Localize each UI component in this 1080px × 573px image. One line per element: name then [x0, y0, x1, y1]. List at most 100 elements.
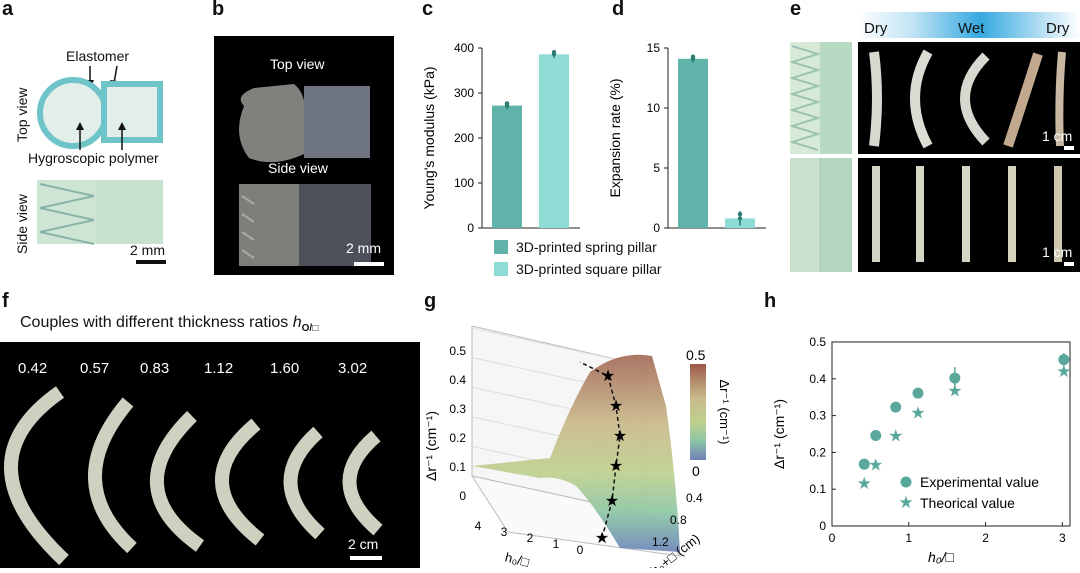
- ratio-label-3: 0.83: [140, 360, 170, 377]
- scale-label-a: 2 mm: [130, 242, 165, 258]
- legend-marker-experimental: [900, 476, 912, 488]
- scale-bar-b: [354, 262, 384, 266]
- star-marker: ★: [613, 428, 627, 445]
- y-axis-label: Young's modulus (kPa): [421, 66, 437, 209]
- ratio-label-2: 0.57: [80, 360, 110, 377]
- star-marker: ★: [601, 368, 615, 385]
- scale-label-e-top: 1 cm: [1042, 128, 1073, 144]
- y-tick-label: 400: [454, 41, 474, 55]
- legend-marker-theoretical: ★: [898, 493, 913, 512]
- legend-swatch-spring: [494, 240, 508, 254]
- panel-g-label: g: [424, 290, 437, 312]
- panel-b-photo: [214, 36, 394, 275]
- scale-label-e-bottom: 1 cm: [1042, 244, 1073, 260]
- panel-f-title-sub: O/□: [301, 323, 319, 335]
- y-tick-label: 0: [653, 221, 660, 235]
- x-tick-label: 0: [829, 531, 836, 545]
- theoretical-point: ★: [947, 382, 962, 401]
- side-view-label-b: Side view: [268, 160, 328, 176]
- x-tick-label: 1: [553, 537, 560, 551]
- star-marker: ★: [609, 458, 623, 475]
- y-tick-label: 5: [653, 161, 660, 175]
- star-marker: ★: [595, 530, 609, 547]
- z-tick-label: 0.5: [449, 344, 466, 358]
- scale-bar-e-top: [1064, 146, 1074, 150]
- colorbar-label: Δr⁻¹ (cm⁻¹): [717, 380, 732, 445]
- photo-f: [0, 342, 420, 568]
- trajectory-line: [579, 361, 621, 539]
- z-tick-label: 0.3: [449, 402, 466, 416]
- legend-text-spring: 3D-printed spring pillar: [516, 239, 657, 255]
- panel-a-schematic: [37, 65, 166, 264]
- y-tick-label: 0.4: [686, 491, 703, 505]
- ratio-label-1: 0.42: [18, 360, 48, 377]
- scale-bar-e-bottom: [1064, 262, 1074, 266]
- data-point: [690, 56, 696, 61]
- bar: [492, 105, 522, 228]
- z-tick-label: 0.4: [449, 373, 466, 387]
- y-tick-label: 100: [454, 176, 474, 190]
- experimental-point: [890, 401, 902, 413]
- experimental-point: [858, 458, 870, 470]
- data-point: [551, 52, 557, 57]
- y-tick-label: 0.2: [809, 445, 826, 459]
- panel-e-label: e: [790, 0, 802, 20]
- legend-swatch-square: [494, 262, 508, 276]
- ratio-label-6: 3.02: [338, 360, 368, 377]
- chart-c-youngs-modulus: 0 100 200 300 400 Young's modulus (kPa): [421, 41, 580, 235]
- chart-d-expansion-rate: 0 5 10 15 Expansion rate (%): [607, 41, 766, 235]
- panel-a-label: a: [2, 0, 14, 20]
- elastomer-label: Elastomer: [66, 48, 130, 64]
- experimental-point: [949, 372, 961, 384]
- theoretical-point: ★: [888, 426, 903, 445]
- data-point: [504, 103, 510, 108]
- star-marker: ★: [605, 493, 619, 510]
- x-axis-label: h₀/□: [928, 549, 955, 565]
- x-tick-label: 4: [475, 519, 482, 533]
- panel-f-label: f: [2, 290, 9, 312]
- bar: [539, 54, 569, 228]
- y-tick-label: 15: [647, 41, 661, 55]
- y-tick-label: 0.8: [670, 513, 687, 527]
- x-tick-label: 0: [577, 543, 584, 557]
- theoretical-point: ★: [1056, 362, 1071, 381]
- chart-h-scatter: 00.10.20.30.40.50 1 2 3Δr⁻¹ (cm⁻¹)h₀/□★★★★★…: [771, 335, 1071, 565]
- theoretical-point: ★: [857, 474, 872, 493]
- y-tick-label: 0.5: [809, 335, 826, 349]
- colorbar-max-label: 0.5: [686, 347, 706, 363]
- scale-label-f: 2 cm: [348, 536, 379, 552]
- panel-b-label: b: [212, 0, 225, 20]
- legend-text-experimental: Experimental value: [920, 474, 1039, 490]
- square-render-e: [790, 158, 852, 272]
- theoretical-point: ★: [868, 456, 883, 475]
- photo-e-bottom: [858, 158, 1080, 272]
- z-axis-label: Δr⁻¹ (cm⁻¹): [423, 411, 439, 481]
- ratio-label-5: 1.60: [270, 360, 300, 377]
- scale-label-b: 2 mm: [346, 240, 381, 256]
- legend-text-theoretical: Theorical value: [920, 495, 1015, 511]
- spring-render-e: [788, 42, 852, 154]
- wet-label: Wet: [958, 20, 985, 37]
- experimental-point: [1058, 354, 1070, 366]
- z-tick-label: 0.2: [449, 431, 466, 445]
- bar: [678, 58, 708, 228]
- legend-item-square: 3D-printed square pillar: [494, 258, 754, 280]
- panel-f-title-text: Couples with different thickness ratios: [20, 314, 289, 331]
- x-tick-label: 3: [1059, 531, 1066, 545]
- pillar-photos-b: [239, 84, 371, 266]
- panel-d-label: d: [612, 0, 625, 20]
- plot-frame: [831, 341, 1071, 527]
- experimental-point: [870, 429, 882, 441]
- experimental-point: [912, 387, 924, 399]
- y-tick-label: 0.1: [809, 482, 826, 496]
- x-tick-label: 2: [527, 531, 534, 545]
- x-tick-label: 1: [905, 531, 912, 545]
- photo-e-top: [858, 42, 1080, 154]
- star-marker: ★: [609, 398, 623, 415]
- ratio-label-4: 1.12: [204, 360, 234, 377]
- dry-wet-gradient-bar: [858, 12, 1080, 38]
- surface: [472, 354, 680, 552]
- data-point: [737, 216, 743, 221]
- data-point: [737, 211, 743, 217]
- dry-label-right: Dry: [1046, 20, 1070, 37]
